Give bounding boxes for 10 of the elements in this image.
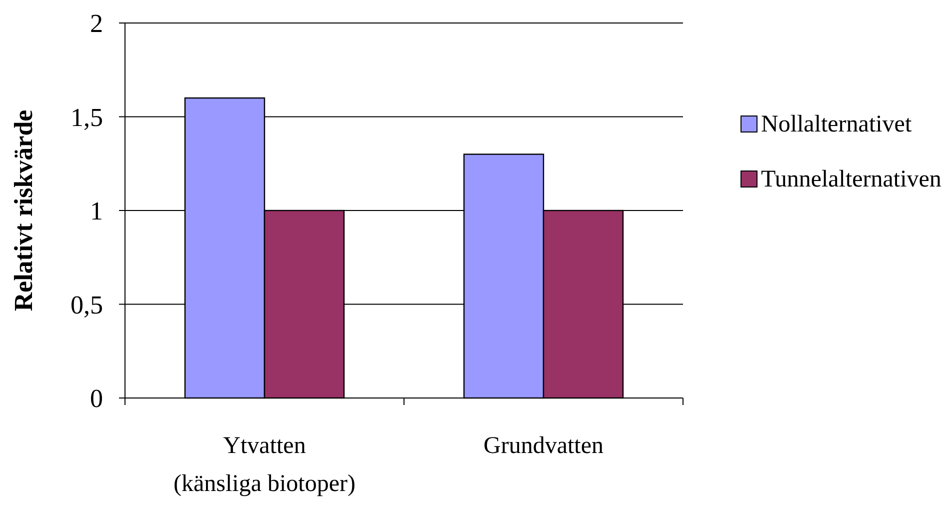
legend-label: Nollalternativet bbox=[761, 111, 912, 138]
y-tick-label: 1 bbox=[90, 196, 103, 226]
x-tick-label: Grundvatten bbox=[484, 433, 604, 459]
y-tick-label: 0,5 bbox=[70, 290, 103, 320]
x-tick-label: Ytvatten (känsliga biotoper) bbox=[174, 433, 356, 497]
legend-label: Tunnelalternativen bbox=[761, 166, 942, 192]
y-axis-title: Relativt riskvärde bbox=[9, 110, 38, 312]
y-tick-label: 0 bbox=[90, 384, 103, 414]
y-tick-label: 1,5 bbox=[70, 102, 103, 132]
y-tick-label: 2 bbox=[90, 9, 103, 38]
